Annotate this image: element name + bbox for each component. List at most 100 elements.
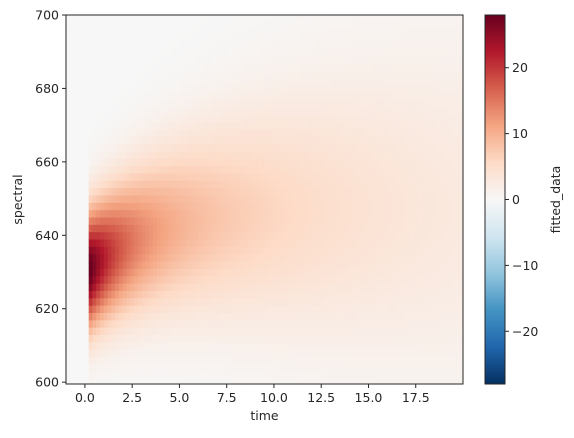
heatmap-cell	[402, 224, 407, 233]
heatmap-cell	[425, 283, 430, 291]
heatmap-cell	[183, 70, 188, 79]
heatmap-cell	[183, 341, 188, 350]
heatmap-cell	[213, 334, 218, 343]
heatmap-cell	[394, 268, 400, 277]
heatmap-cell	[277, 356, 283, 365]
heatmap-cell	[141, 378, 146, 385]
heatmap-cell	[118, 143, 124, 152]
heatmap-cell	[406, 48, 411, 56]
heatmap-cell	[413, 106, 419, 115]
heatmap-cell	[326, 371, 332, 380]
heatmap-cell	[243, 15, 249, 20]
heatmap-cell	[413, 143, 419, 152]
heatmap-cell	[205, 268, 211, 277]
heatmap-cell	[84, 92, 90, 101]
heatmap-cell	[239, 224, 245, 233]
heatmap-cell	[277, 305, 283, 313]
heatmap-cell	[202, 209, 207, 218]
heatmap-cell	[285, 77, 290, 86]
heatmap-cell	[406, 246, 411, 255]
heatmap-cell	[266, 121, 271, 130]
heatmap-cell	[311, 275, 317, 284]
heatmap-cell	[190, 253, 196, 262]
heatmap-cell	[175, 341, 181, 350]
heatmap-cell	[73, 92, 78, 101]
heatmap-cell	[307, 92, 313, 101]
heatmap-cell	[323, 312, 328, 321]
heatmap-cell	[183, 26, 188, 34]
heatmap-cell	[413, 305, 419, 313]
heatmap-cell	[202, 136, 207, 145]
heatmap-cell	[266, 172, 271, 181]
heatmap-cell	[100, 187, 105, 196]
heatmap-cell	[175, 165, 181, 174]
heatmap-cell	[103, 371, 109, 380]
heatmap-cell	[307, 18, 313, 27]
heatmap-cell	[130, 224, 135, 233]
heatmap-cell	[413, 172, 419, 181]
heatmap-cell	[145, 26, 150, 34]
heatmap-cell	[73, 18, 78, 27]
heatmap-cell	[175, 349, 181, 358]
heatmap-cell	[88, 297, 94, 306]
heatmap-cell	[330, 327, 336, 336]
heatmap-cell	[171, 231, 177, 240]
heatmap-cell	[137, 172, 143, 181]
heatmap-cell	[81, 77, 86, 86]
heatmap-cell	[425, 356, 430, 365]
heatmap-cell	[387, 180, 392, 189]
heatmap-cell	[247, 356, 252, 365]
heatmap-cell	[292, 216, 298, 225]
heatmap-cell	[122, 209, 128, 218]
heatmap-cell	[285, 371, 290, 380]
heatmap-cell	[277, 202, 283, 211]
heatmap-cell	[84, 33, 90, 42]
heatmap-cell	[383, 40, 388, 49]
heatmap-cell	[353, 290, 358, 299]
heatmap-cell	[357, 143, 362, 152]
heatmap-cell	[66, 55, 71, 64]
heatmap-cell	[69, 55, 75, 64]
heatmap-cell	[273, 334, 279, 343]
heatmap-cell	[387, 231, 392, 240]
heatmap-cell	[357, 158, 362, 167]
heatmap-cell	[266, 231, 271, 240]
heatmap-cell	[137, 165, 143, 174]
heatmap-cell	[273, 268, 279, 277]
heatmap-cell	[391, 297, 396, 306]
heatmap-cell	[107, 275, 112, 284]
heatmap-cell	[338, 305, 343, 313]
heatmap-cell	[92, 172, 97, 181]
heatmap-cell	[73, 356, 78, 365]
heatmap-cell	[266, 238, 271, 247]
heatmap-cell	[300, 18, 305, 27]
heatmap-cell	[289, 363, 294, 372]
heatmap-cell	[270, 15, 275, 20]
heatmap-cell	[255, 158, 260, 167]
heatmap-cell	[391, 172, 396, 181]
heatmap-cell	[432, 114, 438, 123]
heatmap-cell	[239, 283, 245, 291]
heatmap-cell	[292, 253, 298, 262]
heatmap-cell	[326, 136, 332, 145]
heatmap-cell	[134, 121, 139, 130]
heatmap-cell	[149, 238, 154, 247]
heatmap-cell	[81, 128, 86, 137]
heatmap-cell	[360, 334, 366, 343]
heatmap-cell	[198, 114, 203, 123]
heatmap-cell	[115, 84, 120, 93]
heatmap-cell	[421, 121, 426, 130]
heatmap-cell	[198, 224, 203, 233]
heatmap-cell	[168, 15, 173, 20]
heatmap-cell	[387, 26, 392, 34]
heatmap-cell	[277, 297, 283, 306]
heatmap-cell	[292, 187, 298, 196]
heatmap-cell	[103, 224, 109, 233]
heatmap-cell	[103, 261, 109, 269]
heatmap-cell	[376, 231, 381, 240]
heatmap-cell	[209, 231, 215, 240]
heatmap-cell	[345, 231, 351, 240]
heatmap-cell	[311, 334, 317, 343]
heatmap-cell	[171, 363, 177, 372]
heatmap-cell	[217, 172, 222, 181]
